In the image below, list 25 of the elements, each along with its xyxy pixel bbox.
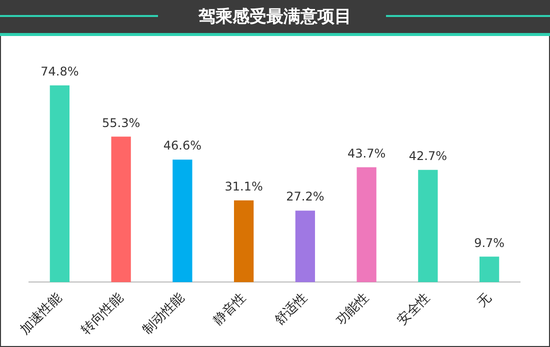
data-label: 42.7% — [408, 148, 447, 163]
bar — [172, 160, 192, 282]
data-label: 74.8% — [40, 64, 79, 78]
bar — [50, 85, 70, 282]
data-label: 31.1% — [224, 179, 263, 194]
x-tick-label: 制动性能 — [140, 290, 188, 338]
data-label: 27.2% — [286, 190, 324, 204]
data-label: 55.3% — [102, 116, 140, 130]
bar — [356, 167, 376, 282]
x-tick-label: 无 — [474, 290, 495, 310]
bar — [418, 170, 438, 282]
x-tick-label: 舒适性 — [272, 290, 310, 329]
x-tick-label: 加速性能 — [18, 290, 65, 338]
bar — [295, 210, 316, 282]
data-label: 46.6% — [163, 138, 202, 153]
bar — [111, 136, 131, 282]
bar — [234, 200, 254, 282]
x-tick-label: 安全性 — [394, 290, 434, 329]
data-label: 43.7% — [348, 146, 386, 160]
x-tick-label: 转向性能 — [78, 290, 126, 338]
bar — [479, 256, 500, 282]
x-tick-label: 功能性 — [334, 290, 372, 329]
chart-title: 驾乘感受最满意项目 — [197, 6, 352, 29]
x-tick-label: 静音性 — [210, 290, 250, 329]
data-label: 9.7% — [474, 236, 505, 250]
